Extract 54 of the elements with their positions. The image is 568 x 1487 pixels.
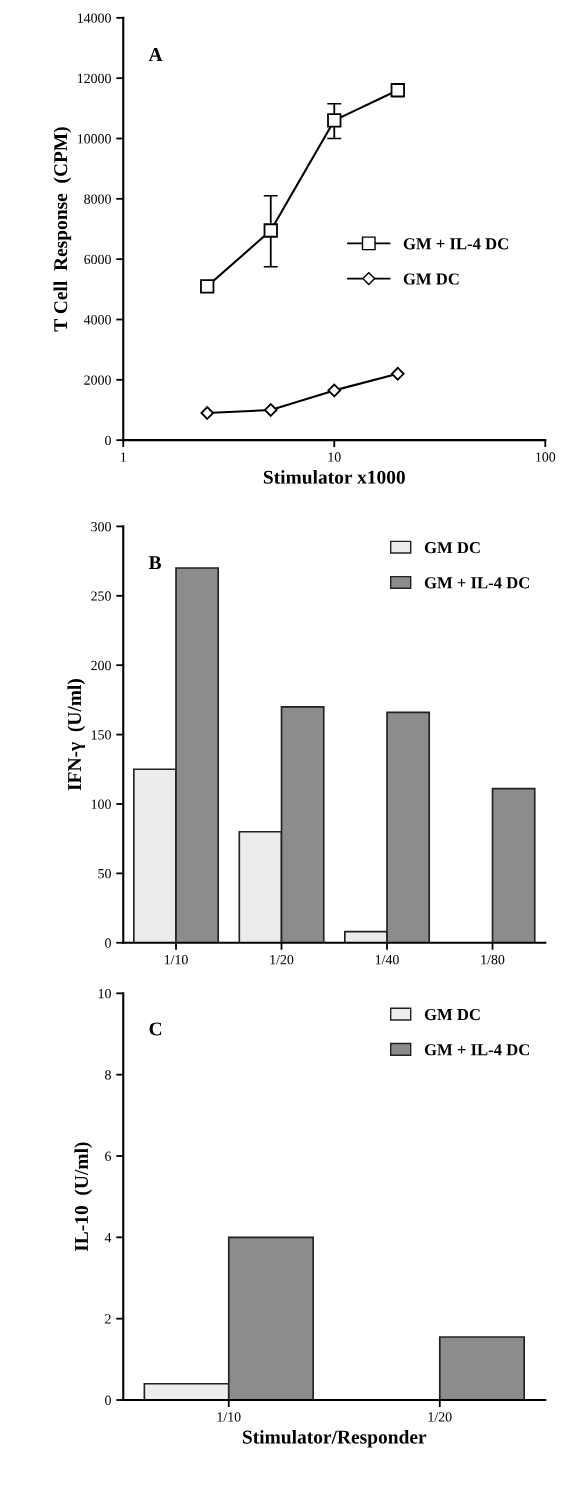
y-tick-label: 12000 <box>77 73 111 84</box>
y-tick-label: 6000 <box>84 254 111 265</box>
bar <box>438 1336 526 1401</box>
x-tick-label: 10 <box>328 452 341 462</box>
legend-label: GM + IL-4 DC <box>403 238 508 250</box>
point <box>390 366 405 381</box>
y-tick-label: 250 <box>91 591 111 601</box>
y-tick-label: 50 <box>98 868 111 879</box>
y-tick-label: 2 <box>105 1314 111 1324</box>
point <box>263 403 278 417</box>
y-tick-label: 0 <box>105 1395 111 1405</box>
y-tick-label: 8000 <box>84 194 111 204</box>
y-axis-title: T Cell Response (CPM) <box>53 127 72 332</box>
legend-label: GM + IL-4 DC <box>424 577 530 589</box>
point <box>327 383 342 398</box>
legend-label: GM DC <box>424 1008 480 1021</box>
x-tick-label: 1/80 <box>481 954 505 965</box>
y-tick-label: 300 <box>91 521 111 532</box>
y-axis-title: IL-10 (U/ml) <box>74 1142 93 1252</box>
point <box>263 223 278 238</box>
y-tick-label: 10 <box>98 988 111 999</box>
y-axis-title: IFN-γ (U/ml) <box>67 679 86 791</box>
y-tick-label: 200 <box>91 660 111 671</box>
legend-label: GM DC <box>403 273 459 285</box>
y-tick-label: 0 <box>105 435 111 446</box>
y-tick-label: 100 <box>91 799 111 809</box>
y-tick-label: 2000 <box>84 375 111 385</box>
x-axis-title: Stimulator/Responder <box>242 1429 427 1448</box>
y-tick-label: 4000 <box>83 315 111 325</box>
y-tick-label: 6 <box>105 1151 112 1161</box>
point <box>390 83 405 98</box>
legend-label: GM + IL-4 DC <box>424 1044 530 1056</box>
y-tick-label: 8 <box>105 1070 111 1080</box>
y-tick-label: 0 <box>105 938 111 948</box>
y-tick-label: 14000 <box>77 13 111 23</box>
x-tick-label: 1/40 <box>375 954 399 965</box>
point <box>200 406 215 420</box>
annotation: B <box>148 556 162 570</box>
annotation: A <box>148 48 163 61</box>
legend-label: GM DC <box>424 542 480 554</box>
x-tick-label: 1/10 <box>164 954 188 965</box>
x-tick-label: 1/20 <box>270 954 294 965</box>
point <box>200 279 215 294</box>
x-tick-label: 1/10 <box>217 1412 241 1422</box>
y-tick-label: 4 <box>104 1233 112 1243</box>
x-tick-label: 100 <box>536 452 556 462</box>
annotation: C <box>149 1022 162 1036</box>
x-axis-title: Stimulator x1000 <box>263 470 405 484</box>
x-tick-label: 1 <box>121 452 126 462</box>
point <box>327 113 342 128</box>
x-tick-label: 1/20 <box>428 1412 452 1422</box>
y-tick-label: 10000 <box>77 134 111 144</box>
bar <box>491 787 536 943</box>
y-tick-label: 150 <box>91 730 111 740</box>
